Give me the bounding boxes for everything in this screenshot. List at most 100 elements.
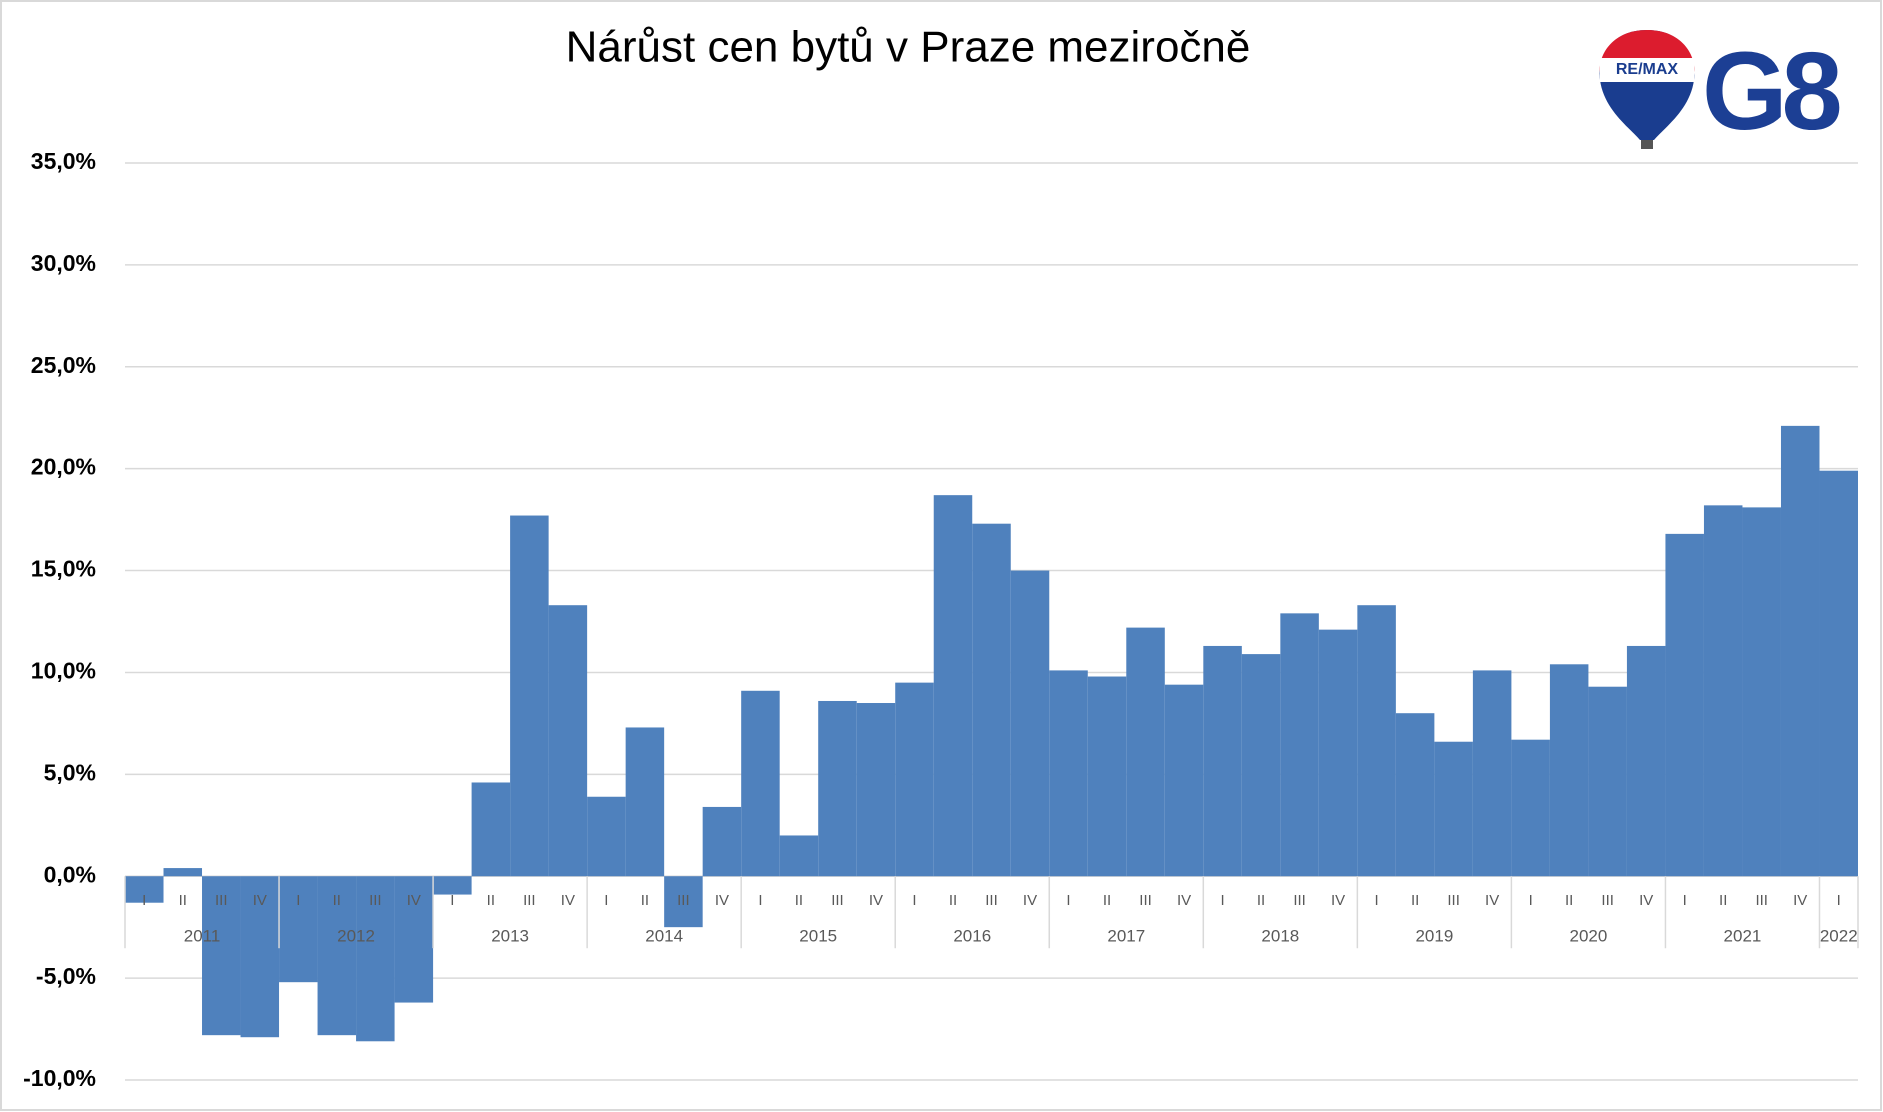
quarter-label: I xyxy=(296,892,300,909)
bar xyxy=(240,876,280,1038)
quarter-label: III xyxy=(215,892,228,909)
y-tick-label: 30,0% xyxy=(31,250,96,276)
bar xyxy=(933,495,973,877)
year-label: 2012 xyxy=(337,927,375,946)
year-label: 2022 xyxy=(1820,927,1858,946)
quarter-label: I xyxy=(1066,892,1070,909)
quarter-label: II xyxy=(795,892,803,909)
quarter-label: I xyxy=(1683,892,1687,909)
basket xyxy=(1641,140,1653,149)
quarter-label: IV xyxy=(561,892,575,909)
bar xyxy=(818,700,857,877)
bar xyxy=(895,682,934,877)
bar xyxy=(1626,645,1666,877)
bar xyxy=(1203,645,1242,877)
bar xyxy=(1280,613,1319,877)
quarter-label: I xyxy=(604,892,608,909)
year-label: 2017 xyxy=(1107,927,1145,946)
bar xyxy=(394,876,434,1003)
bar xyxy=(1588,686,1627,877)
quarter-label: IV xyxy=(1485,892,1499,909)
bar xyxy=(1395,713,1435,877)
quarter-label: III xyxy=(985,892,998,909)
quarter-label: I xyxy=(1837,892,1841,909)
bar xyxy=(1780,425,1820,877)
quarter-label: IV xyxy=(715,892,729,909)
bar xyxy=(1819,470,1858,877)
bars xyxy=(125,425,1858,1042)
quarter-label: II xyxy=(949,892,957,909)
year-label: 2015 xyxy=(799,927,837,946)
year-label: 2013 xyxy=(491,927,529,946)
year-label: 2011 xyxy=(184,927,221,946)
bar xyxy=(702,806,742,877)
bar xyxy=(125,876,164,903)
bar xyxy=(510,515,549,877)
quarter-label: III xyxy=(1293,892,1306,909)
quarter-label: IV xyxy=(1639,892,1653,909)
quarter-label: III xyxy=(523,892,536,909)
quarter-label: I xyxy=(758,892,762,909)
bar xyxy=(1241,654,1281,877)
bar xyxy=(972,523,1011,877)
bar xyxy=(1742,507,1781,877)
bar xyxy=(1087,676,1127,877)
bar xyxy=(1703,505,1743,877)
balloon-band xyxy=(1600,58,1694,82)
year-label: 2019 xyxy=(1415,927,1453,946)
year-label: 2020 xyxy=(1570,927,1608,946)
quarter-label: IV xyxy=(1793,892,1807,909)
quarter-label: III xyxy=(1139,892,1152,909)
quarter-label: III xyxy=(1447,892,1460,909)
quarter-label: III xyxy=(831,892,844,909)
y-tick-label: 15,0% xyxy=(31,556,96,582)
quarter-label: II xyxy=(487,892,495,909)
quarter-label: I xyxy=(450,892,454,909)
bar xyxy=(1511,739,1550,877)
bar xyxy=(1549,664,1589,877)
y-tick-label: 25,0% xyxy=(31,352,96,378)
bar xyxy=(163,868,203,877)
quarter-label: II xyxy=(1411,892,1419,909)
bar xyxy=(741,690,780,877)
quarter-label: II xyxy=(1565,892,1573,909)
year-label: 2014 xyxy=(645,927,683,946)
quarter-label: IV xyxy=(1023,892,1037,909)
bar xyxy=(356,876,395,1042)
quarter-label: III xyxy=(1601,892,1614,909)
bar xyxy=(1126,627,1165,877)
bar xyxy=(856,703,896,877)
quarter-label: I xyxy=(1220,892,1224,909)
quarter-label: IV xyxy=(869,892,883,909)
bar xyxy=(433,876,472,895)
bar xyxy=(625,727,665,877)
bar xyxy=(1164,684,1204,877)
bar xyxy=(664,876,703,928)
quarter-label: II xyxy=(179,892,187,909)
bar xyxy=(1665,533,1704,877)
quarter-label: I xyxy=(1375,892,1379,909)
quarter-label: II xyxy=(1719,892,1727,909)
year-label: 2016 xyxy=(953,927,991,946)
bar xyxy=(471,782,511,877)
y-tick-label: 0,0% xyxy=(44,861,96,887)
quarter-label: I xyxy=(142,892,146,909)
quarter-label: IV xyxy=(253,892,267,909)
bar xyxy=(1010,570,1050,877)
year-label: 2021 xyxy=(1724,927,1762,946)
bar xyxy=(779,835,819,877)
quarter-label: III xyxy=(1755,892,1768,909)
quarter-label: II xyxy=(1103,892,1111,909)
y-tick-label: 35,0% xyxy=(31,148,96,174)
y-tick-label: 20,0% xyxy=(31,454,96,480)
quarter-label: II xyxy=(641,892,649,909)
remax-text: RE/MAX xyxy=(1616,61,1679,78)
y-tick-label: 10,0% xyxy=(31,658,96,684)
y-tick-label: -10,0% xyxy=(23,1065,96,1091)
bar xyxy=(1472,670,1512,877)
quarter-label: II xyxy=(333,892,341,909)
bar xyxy=(1357,605,1396,877)
bar xyxy=(317,876,357,1036)
g8-mark: G8 xyxy=(1702,30,1840,153)
